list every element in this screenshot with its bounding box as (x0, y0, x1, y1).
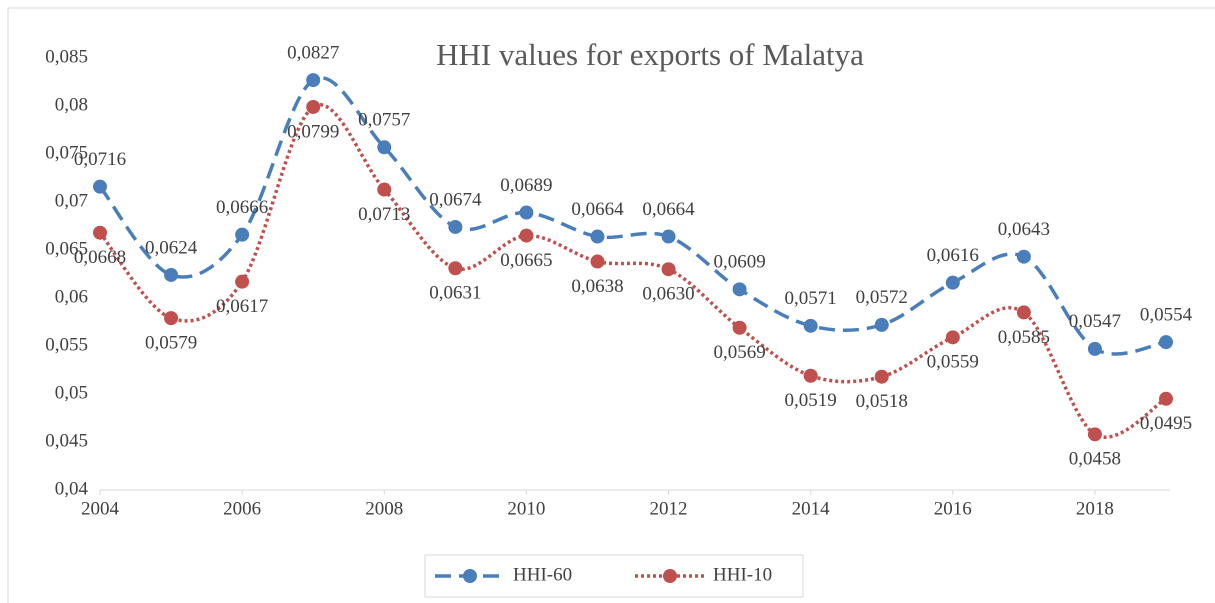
marker (945, 275, 960, 290)
marker (306, 99, 321, 114)
data-label: 0,0665 (500, 250, 552, 271)
marker (590, 254, 605, 269)
marker (1159, 335, 1173, 350)
y-tick-label: 0,06 (55, 286, 88, 307)
data-label: 0,0664 (571, 199, 624, 220)
data-label: 0,0716 (74, 149, 126, 170)
data-label: 0,0713 (358, 204, 410, 225)
marker (661, 229, 676, 244)
marker (93, 225, 107, 240)
marker (732, 320, 747, 335)
data-label: 0,0757 (358, 110, 410, 131)
y-tick-label: 0,075 (45, 142, 88, 163)
marker (164, 267, 179, 282)
marker (306, 73, 321, 88)
marker (1087, 427, 1102, 442)
data-label: 0,0643 (998, 219, 1050, 240)
data-label: 0,0569 (713, 342, 765, 363)
data-label: 0,0609 (713, 252, 765, 273)
data-label: 0,0668 (74, 247, 126, 268)
data-label: 0,0579 (145, 333, 197, 354)
data-label: 0,0630 (642, 284, 694, 305)
y-tick-label: 0,08 (55, 94, 88, 115)
marker (732, 282, 747, 297)
data-label: 0,0585 (998, 327, 1050, 348)
data-label: 0,0519 (785, 390, 837, 411)
marker (874, 317, 889, 332)
marker (164, 311, 179, 326)
legend-label: HHI-10 (713, 564, 772, 585)
data-label: 0,0554 (1140, 305, 1193, 326)
legend-marker (663, 569, 677, 583)
data-label: 0,0547 (1069, 311, 1121, 332)
x-tick-label: 2004 (81, 498, 120, 519)
y-tick-label: 0,04 (55, 478, 89, 499)
marker (448, 261, 463, 276)
y-tick-label: 0,045 (45, 430, 88, 451)
y-tick-label: 0,055 (45, 334, 88, 355)
marker (377, 182, 392, 197)
x-tick-label: 2006 (223, 498, 261, 519)
marker (519, 228, 534, 243)
data-label: 0,0689 (500, 175, 552, 196)
data-label: 0,0638 (571, 276, 623, 297)
marker (235, 274, 250, 289)
x-tick-label: 2008 (365, 498, 403, 519)
marker (590, 229, 605, 244)
x-tick-label: 2016 (934, 498, 972, 519)
marker (377, 140, 392, 155)
data-label: 0,0616 (927, 245, 979, 266)
data-label: 0,0631 (429, 283, 481, 304)
data-label: 0,0617 (216, 296, 268, 317)
marker (803, 368, 818, 383)
x-tick-label: 2018 (1076, 498, 1114, 519)
chart-border (7, 7, 1215, 603)
legend-marker (463, 569, 477, 583)
legend-label: HHI-60 (513, 564, 572, 585)
data-label: 0,0664 (642, 199, 695, 220)
data-label: 0,0458 (1069, 449, 1121, 470)
data-label: 0,0827 (287, 42, 339, 63)
marker (661, 262, 676, 277)
marker (93, 179, 107, 194)
legend-box (424, 554, 804, 598)
data-label: 0,0666 (216, 197, 268, 218)
x-tick-label: 2010 (507, 498, 545, 519)
data-label: 0,0495 (1140, 413, 1192, 434)
x-tick-label: 2014 (792, 498, 831, 519)
y-tick-label: 0,065 (45, 238, 88, 259)
marker (448, 219, 463, 234)
data-label: 0,0674 (429, 189, 482, 210)
marker (874, 369, 889, 384)
x-tick-label: 2012 (650, 498, 688, 519)
data-label: 0,0624 (145, 237, 198, 258)
marker (1016, 249, 1031, 264)
y-tick-label: 0,05 (55, 382, 88, 403)
marker (519, 205, 534, 220)
line (98, 103, 1167, 439)
data-label: 0,0799 (287, 121, 339, 142)
chart-title: HHI values for exports of Malatya (436, 37, 864, 72)
data-label: 0,0571 (785, 288, 837, 309)
y-tick-label: 0,085 (45, 46, 88, 67)
marker (1016, 305, 1031, 320)
data-label: 0,0572 (856, 287, 908, 308)
marker (1087, 341, 1102, 356)
marker (803, 318, 818, 333)
data-label: 0,0518 (856, 391, 908, 412)
marker (235, 227, 250, 242)
data-label: 0,0559 (927, 352, 979, 373)
marker (1159, 391, 1173, 406)
marker (945, 330, 960, 345)
y-tick-label: 0,07 (55, 190, 88, 211)
